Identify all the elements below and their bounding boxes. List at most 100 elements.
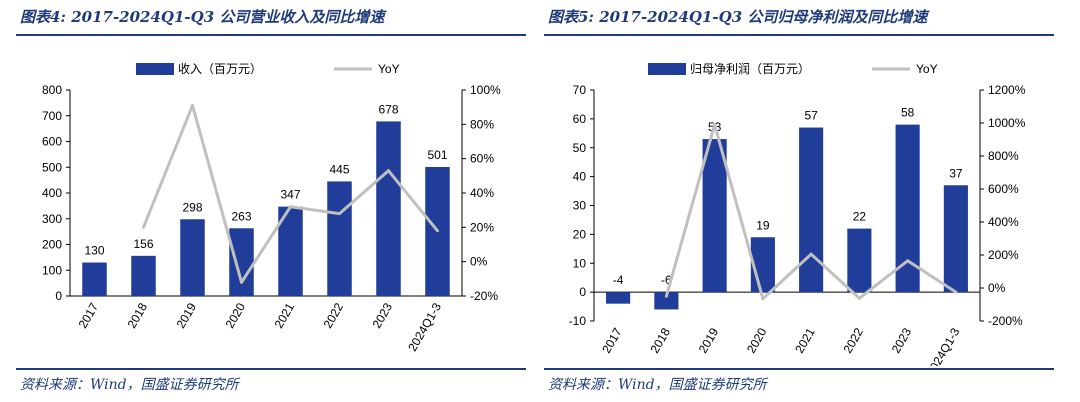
bar-value-label: 347 bbox=[280, 188, 300, 202]
x-tick-label: 2021 bbox=[272, 300, 298, 330]
x-tick-label: 2020 bbox=[223, 300, 249, 330]
legend-bar-swatch bbox=[136, 63, 174, 75]
chart-title: 图表4: 2017-2024Q1-Q3 公司营业收入及同比增速 bbox=[20, 8, 385, 26]
y2-tick-label: 400% bbox=[988, 215, 1019, 229]
x-tick-label: 2019 bbox=[696, 325, 722, 355]
legend-line-label: YoY bbox=[916, 62, 938, 76]
bar-value-label: 19 bbox=[756, 218, 770, 232]
legend-bar-label: 归母净利润（百万元） bbox=[690, 62, 810, 76]
bar-value-label: 678 bbox=[378, 102, 398, 116]
legend-bar-swatch bbox=[648, 63, 686, 75]
x-tick-label: 2023 bbox=[889, 325, 915, 355]
y-tick-label: 0 bbox=[579, 285, 586, 299]
x-tick-label: 2020 bbox=[744, 325, 770, 355]
y2-tick-label: 60% bbox=[470, 152, 494, 166]
bar-value-label: 298 bbox=[182, 200, 202, 214]
y2-tick-label: 0% bbox=[988, 281, 1006, 295]
source-divider bbox=[16, 368, 526, 370]
y-tick-label: 200 bbox=[42, 238, 62, 252]
revenue-chart: 收入（百万元） YoY 0 100 200 300 400 500 600 700 800 -20% 0… bbox=[42, 62, 501, 354]
yoy-point bbox=[142, 225, 145, 229]
y2-tick-label: 0% bbox=[470, 255, 488, 269]
x-tick-label: 2019 bbox=[174, 300, 200, 330]
bar-value-label: 58 bbox=[901, 106, 915, 120]
bar bbox=[847, 228, 872, 293]
x-tick-label: 2022 bbox=[321, 300, 347, 330]
x-tick-label: 2024Q1-3 bbox=[924, 325, 963, 366]
bar-value-label: 37 bbox=[949, 166, 963, 180]
y2-tick-label: -20% bbox=[470, 289, 498, 303]
bar-value-label: 57 bbox=[804, 109, 818, 123]
y-tick-label: 20 bbox=[573, 227, 587, 241]
title-divider bbox=[544, 34, 1054, 36]
bar bbox=[131, 255, 156, 296]
y-tick-label: 70 bbox=[573, 83, 587, 97]
bar bbox=[799, 127, 824, 293]
y2-tick-label: 800% bbox=[988, 149, 1019, 163]
y-tick-label: 10 bbox=[573, 256, 587, 270]
yoy-point bbox=[713, 123, 717, 127]
bar-value-label: 130 bbox=[84, 244, 104, 258]
y2-tick-label: 1000% bbox=[988, 116, 1026, 130]
y2-tick-label: 200% bbox=[988, 248, 1019, 262]
net-profit-chart: 归母净利润（百万元） YoY -10 0 10 20 30 40 50 60 70 -200% 0% 20… bbox=[569, 62, 1026, 366]
x-tick-label: 2021 bbox=[792, 325, 818, 355]
yoy-point bbox=[338, 212, 341, 216]
chart-panel-net-profit: 图表5: 2017-2024Q1-Q3 公司归母净利润及同比增速 归母净利润（百… bbox=[544, 0, 1064, 402]
bar bbox=[180, 219, 205, 296]
yoy-point bbox=[906, 259, 910, 263]
y2-tick-label: 1200% bbox=[988, 83, 1026, 97]
y-tick-label: 0 bbox=[55, 289, 62, 303]
yoy-point bbox=[191, 103, 194, 107]
y2-tick-label: -200% bbox=[988, 314, 1023, 328]
y-tick-label: 500 bbox=[42, 160, 62, 174]
bar bbox=[606, 292, 631, 304]
y-tick-label: 50 bbox=[573, 141, 587, 155]
x-tick-label: 2024Q1-3 bbox=[405, 300, 444, 354]
yoy-point bbox=[240, 280, 243, 284]
yoy-point bbox=[664, 294, 668, 298]
yoy-point bbox=[761, 297, 765, 301]
source-note: 资料来源：Wind，国盛证券研究所 bbox=[548, 377, 767, 393]
bar-value-label: 22 bbox=[853, 210, 867, 224]
y-tick-label: 400 bbox=[42, 186, 62, 200]
bar-value-label: 156 bbox=[133, 237, 153, 251]
title-divider bbox=[16, 34, 526, 36]
x-tick-label: 2017 bbox=[599, 325, 625, 355]
bar-value-label: -6 bbox=[661, 273, 672, 287]
source-note: 资料来源：Wind，国盛证券研究所 bbox=[20, 377, 239, 393]
y2-tick-label: 20% bbox=[470, 220, 494, 234]
bar-value-label: 501 bbox=[427, 148, 447, 162]
bar bbox=[229, 228, 254, 296]
yoy-point bbox=[436, 229, 439, 233]
x-tick-label: 2017 bbox=[76, 300, 102, 330]
chart-title: 图表5: 2017-2024Q1-Q3 公司归母净利润及同比增速 bbox=[548, 8, 928, 26]
yoy-point bbox=[289, 205, 292, 209]
x-tick-label: 2022 bbox=[840, 325, 866, 355]
y-tick-label: -10 bbox=[569, 314, 587, 328]
x-tick-label: 2023 bbox=[370, 300, 396, 330]
y2-tick-label: 80% bbox=[470, 117, 494, 131]
bar-value-label: 445 bbox=[329, 162, 349, 176]
yoy-point bbox=[954, 290, 958, 294]
bar-value-label: -4 bbox=[613, 273, 624, 287]
yoy-point bbox=[387, 169, 390, 173]
y-tick-label: 40 bbox=[573, 170, 587, 184]
x-tick-label: 2018 bbox=[125, 300, 151, 330]
legend-line-label: YoY bbox=[378, 62, 400, 76]
y-tick-label: 30 bbox=[573, 199, 587, 213]
y-tick-label: 800 bbox=[42, 83, 62, 97]
yoy-point bbox=[857, 296, 861, 300]
y-tick-label: 300 bbox=[42, 212, 62, 226]
x-tick-label: 2018 bbox=[647, 325, 673, 355]
bar bbox=[702, 139, 727, 293]
bar bbox=[943, 185, 968, 293]
y-tick-label: 60 bbox=[573, 112, 587, 126]
y-tick-label: 700 bbox=[42, 109, 62, 123]
chart-panel-revenue: 图表4: 2017-2024Q1-Q3 公司营业收入及同比增速 收入（百万元） Y… bbox=[16, 0, 536, 402]
source-divider bbox=[544, 368, 1054, 370]
y-tick-label: 100 bbox=[42, 263, 62, 277]
bar-value-label: 263 bbox=[231, 209, 251, 223]
y2-tick-label: 600% bbox=[988, 182, 1019, 196]
bar bbox=[376, 121, 401, 296]
